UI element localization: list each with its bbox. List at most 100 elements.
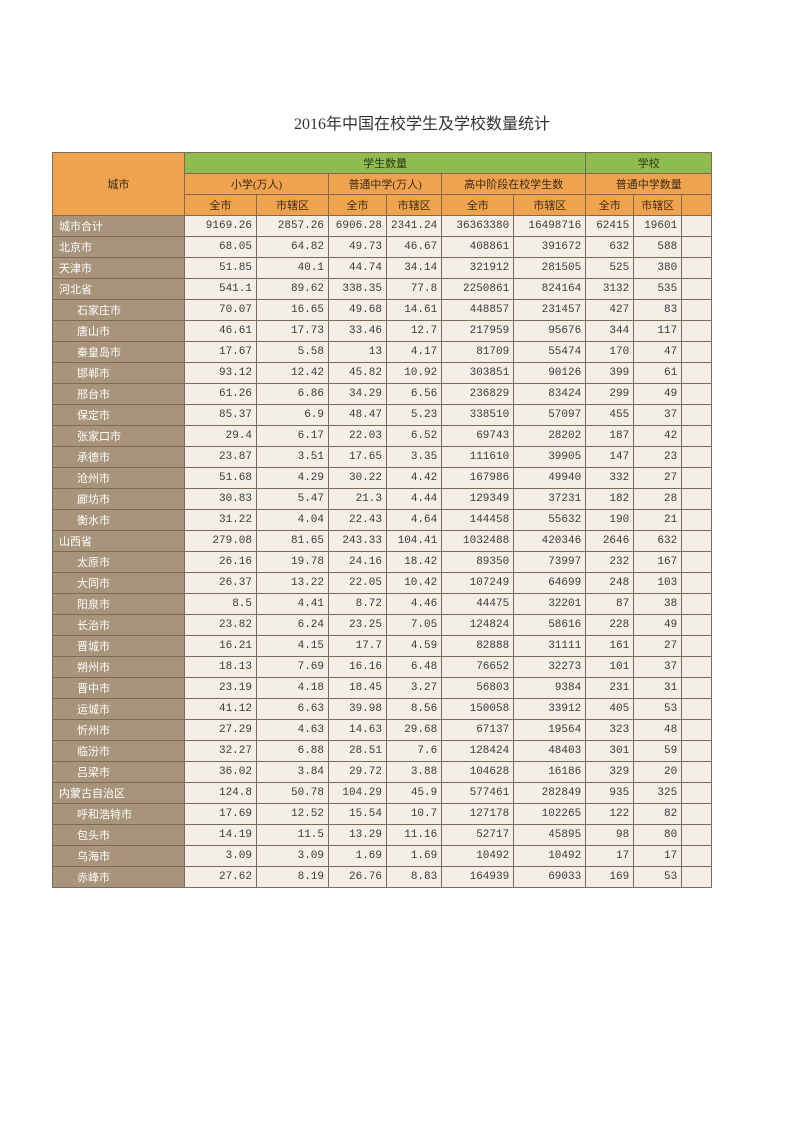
cell-value: 27 [634,636,682,657]
table-row: 衡水市31.224.0422.434.641444585563219021 [53,510,712,531]
table-row: 阳泉市8.54.418.724.4644475322018738 [53,594,712,615]
cell-value-cut [682,384,712,405]
cell-value: 17 [634,846,682,867]
cell-value: 6.88 [257,741,329,762]
cell-value: 6.9 [257,405,329,426]
table-row: 山西省279.0881.65243.33104.4110324884203462… [53,531,712,552]
cell-value: 4.18 [257,678,329,699]
cell-value: 10.92 [387,363,442,384]
cell-value: 32.27 [185,741,257,762]
cell-value: 4.42 [387,468,442,489]
row-label: 天津市 [53,258,185,279]
cell-value: 1.69 [387,846,442,867]
row-label: 保定市 [53,405,185,426]
cell-value-cut [682,300,712,321]
hdr-mid-school-num: 普通中学数量 [586,174,712,195]
hdr-sub-district: 市辖区 [257,195,329,216]
cell-value: 41.12 [185,699,257,720]
cell-value: 824164 [514,279,586,300]
cell-value-cut [682,615,712,636]
hdr-sub-allcity: 全市 [442,195,514,216]
cell-value: 44.74 [329,258,387,279]
cell-value: 45895 [514,825,586,846]
cell-value: 36.02 [185,762,257,783]
cell-value: 27 [634,468,682,489]
cell-value: 23 [634,447,682,468]
cell-value: 53 [634,699,682,720]
cell-value: 30.22 [329,468,387,489]
cell-value: 33912 [514,699,586,720]
cell-value-cut [682,510,712,531]
cell-value: 2646 [586,531,634,552]
table-row: 石家庄市70.0716.6549.6814.614488572314574278… [53,300,712,321]
cell-value: 3.84 [257,762,329,783]
cell-value: 87 [586,594,634,615]
table-row: 秦皇岛市17.675.58134.17817095547417047 [53,342,712,363]
cell-value: 182 [586,489,634,510]
cell-value: 47 [634,342,682,363]
cell-value-cut [682,363,712,384]
cell-value: 128424 [442,741,514,762]
cell-value: 18.45 [329,678,387,699]
cell-value: 8.83 [387,867,442,888]
cell-value: 46.61 [185,321,257,342]
cell-value: 12.52 [257,804,329,825]
cell-value: 167986 [442,468,514,489]
cell-value: 81709 [442,342,514,363]
cell-value: 577461 [442,783,514,804]
cell-value: 16.21 [185,636,257,657]
cell-value: 5.47 [257,489,329,510]
cell-value: 49.73 [329,237,387,258]
cell-value: 49 [634,384,682,405]
cell-value: 190 [586,510,634,531]
cell-value-cut [682,405,712,426]
cell-value: 4.04 [257,510,329,531]
cell-value: 420346 [514,531,586,552]
cell-value: 8.19 [257,867,329,888]
cell-value: 16.16 [329,657,387,678]
row-label: 阳泉市 [53,594,185,615]
cell-value: 61.26 [185,384,257,405]
cell-value: 28202 [514,426,586,447]
cell-value: 61 [634,363,682,384]
cell-value: 325 [634,783,682,804]
cell-value: 4.64 [387,510,442,531]
hdr-high: 高中阶段在校学生数 [442,174,586,195]
cell-value: 4.46 [387,594,442,615]
row-label: 承德市 [53,447,185,468]
cell-value: 17 [586,846,634,867]
cell-value: 455 [586,405,634,426]
cell-value: 344 [586,321,634,342]
cell-value: 89.62 [257,279,329,300]
cell-value: 38 [634,594,682,615]
row-label: 长治市 [53,615,185,636]
cell-value: 15.54 [329,804,387,825]
table-row: 邯郸市93.1212.4245.8210.923038519012639961 [53,363,712,384]
cell-value: 53 [634,867,682,888]
cell-value: 31.22 [185,510,257,531]
table-row: 唐山市46.6117.7333.4612.721795995676344117 [53,321,712,342]
cell-value: 45.9 [387,783,442,804]
cell-value: 70.07 [185,300,257,321]
cell-value-cut [682,699,712,720]
cell-value-cut [682,468,712,489]
cell-value: 49940 [514,468,586,489]
cell-value: 127178 [442,804,514,825]
cell-value: 23.25 [329,615,387,636]
cell-value: 4.15 [257,636,329,657]
row-label: 邯郸市 [53,363,185,384]
hdr-sub-extra [682,195,712,216]
cell-value: 16.65 [257,300,329,321]
cell-value: 16186 [514,762,586,783]
hdr-city: 城市 [53,153,185,216]
cell-value: 3132 [586,279,634,300]
cell-value: 935 [586,783,634,804]
row-label: 运城市 [53,699,185,720]
cell-value-cut [682,279,712,300]
cell-value: 6.52 [387,426,442,447]
cell-value: 17.7 [329,636,387,657]
cell-value: 58616 [514,615,586,636]
cell-value: 217959 [442,321,514,342]
row-label: 忻州市 [53,720,185,741]
row-label: 太原市 [53,552,185,573]
